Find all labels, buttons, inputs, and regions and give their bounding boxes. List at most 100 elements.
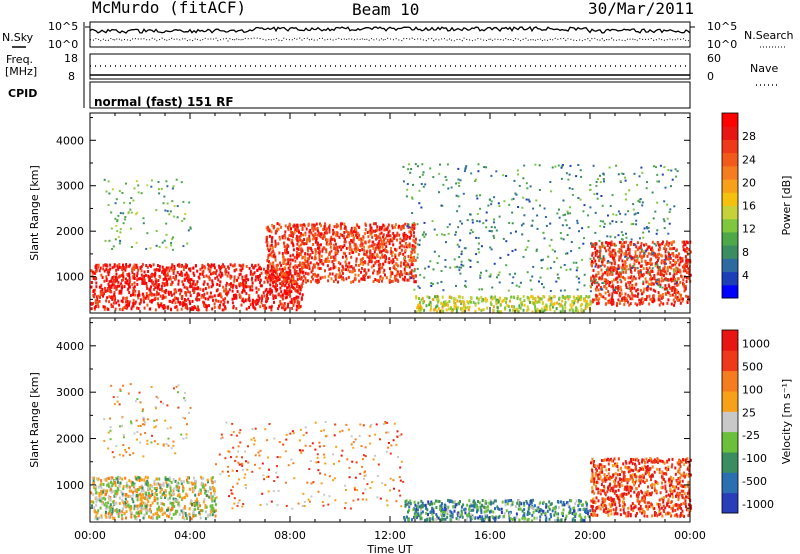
heatmap-cell — [561, 299, 564, 303]
heatmap-cell — [173, 292, 176, 296]
heatmap-cell — [137, 293, 139, 297]
heatmap-cell — [645, 226, 648, 228]
heatmap-cell — [244, 281, 247, 285]
heatmap-cell — [110, 305, 113, 308]
heatmap-cell — [177, 489, 180, 493]
heatmap-cell — [550, 296, 553, 300]
heatmap-cell — [521, 301, 524, 304]
heatmap-cell — [670, 185, 672, 188]
heatmap-cell — [183, 217, 186, 220]
heatmap-cell — [120, 274, 123, 277]
heatmap-cell — [607, 301, 610, 305]
heatmap-cell — [620, 288, 623, 292]
heatmap-cell — [117, 235, 120, 238]
heatmap-cell — [639, 302, 641, 306]
heatmap-cell — [130, 489, 133, 493]
heatmap-cell — [376, 272, 379, 276]
heatmap-cell — [464, 247, 467, 250]
heatmap-cell — [447, 303, 449, 307]
heatmap-cell — [167, 506, 170, 510]
heatmap-cell — [125, 281, 128, 285]
heatmap-cell — [470, 172, 473, 175]
heatmap-cell — [326, 264, 329, 268]
heatmap-cell — [128, 479, 131, 483]
heatmap-cell — [685, 294, 687, 298]
heatmap-cell — [334, 246, 336, 250]
heatmap-cell — [640, 242, 643, 246]
heatmap-cell — [282, 279, 285, 283]
heatmap-cell — [461, 306, 464, 310]
heatmap-cell — [215, 269, 218, 273]
heatmap-cell — [598, 297, 601, 301]
heatmap-cell — [368, 229, 371, 233]
heatmap-cell — [673, 278, 676, 281]
heatmap-cell — [155, 282, 158, 286]
heatmap-cell — [319, 243, 322, 247]
heatmap-cell — [502, 237, 505, 240]
heatmap-cell — [126, 305, 129, 309]
heatmap-cell — [464, 284, 466, 287]
heatmap-cell — [373, 255, 375, 259]
heatmap-cell — [418, 308, 421, 312]
heatmap-cell — [607, 241, 610, 245]
heatmap-cell — [356, 236, 359, 239]
heatmap-cell — [631, 279, 634, 283]
heatmap-cell — [273, 274, 276, 278]
heatmap-cell — [192, 511, 195, 515]
heatmap-cell — [647, 271, 650, 274]
heatmap-cell — [275, 268, 278, 272]
heatmap-cell — [482, 222, 485, 225]
heatmap-cell — [156, 285, 159, 289]
heatmap-cell — [614, 251, 617, 255]
heatmap-cell — [395, 248, 398, 252]
heatmap-cell — [354, 230, 357, 234]
heatmap-cell — [156, 482, 159, 486]
heatmap-cell — [543, 305, 546, 309]
heatmap-cell — [649, 261, 652, 265]
heatmap-cell — [403, 233, 406, 237]
heatmap-cell — [629, 268, 632, 272]
heatmap-cell — [514, 272, 516, 275]
heatmap-cell — [269, 244, 272, 248]
heatmap-cell — [336, 245, 339, 249]
heatmap-cell — [538, 164, 541, 167]
heatmap-cell — [449, 266, 452, 269]
heatmap-cell — [213, 263, 216, 267]
heatmap-cell — [136, 504, 139, 508]
heatmap-cell — [181, 496, 184, 500]
heatmap-cell — [99, 295, 101, 299]
heatmap-cell — [510, 295, 512, 299]
heatmap-cell — [310, 231, 313, 235]
heatmap-cell — [238, 499, 241, 502]
heatmap-cell — [283, 261, 286, 265]
heatmap-cell — [294, 227, 297, 231]
heatmap-cell — [633, 286, 636, 290]
heatmap-cell — [410, 269, 413, 273]
heatmap-cell — [150, 291, 153, 295]
heatmap-cell — [174, 289, 177, 293]
heatmap-cell — [406, 278, 409, 282]
heatmap-cell — [341, 277, 344, 281]
heatmap-cell — [154, 492, 157, 496]
heatmap-cell — [383, 238, 386, 242]
heatmap-cell — [129, 508, 132, 512]
heatmap-cell — [499, 303, 502, 307]
heatmap-cell — [511, 282, 514, 284]
heatmap-cell — [378, 239, 381, 243]
heatmap-cell — [245, 307, 248, 311]
heatmap-cell — [493, 218, 496, 221]
heatmap-cell — [424, 233, 427, 236]
heatmap-cell — [278, 304, 280, 308]
heatmap-cell — [517, 173, 520, 176]
heatmap-cell — [667, 244, 670, 248]
heatmap-cell — [642, 250, 645, 253]
heatmap-cell — [516, 307, 519, 311]
heatmap-cell — [573, 301, 576, 305]
colorbar-segment — [722, 152, 738, 167]
heatmap-cell — [476, 220, 479, 223]
heatmap-cell — [557, 164, 560, 167]
heatmap-cell — [601, 260, 603, 264]
heatmap-cell — [141, 275, 144, 279]
heatmap-cell — [416, 256, 419, 259]
heatmap-cell — [253, 271, 256, 275]
